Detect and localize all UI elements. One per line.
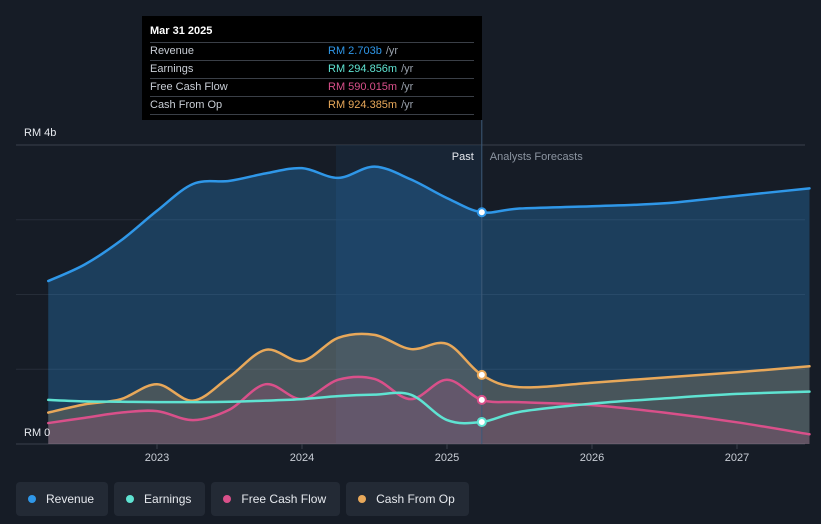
chart-legend: Revenue Earnings Free Cash Flow Cash Fro… (16, 482, 469, 516)
series-lines (47, 165, 811, 436)
tooltip-unit: /yr (401, 99, 414, 111)
tooltip-unit: /yr (401, 81, 414, 93)
data-tooltip: Mar 31 2025 Revenue RM 2.703b /yr Earnin… (142, 16, 482, 120)
x-tick-label-2023: 2023 (145, 452, 169, 464)
tooltip-date: Mar 31 2025 (150, 25, 213, 37)
legend-item-earnings[interactable]: Earnings (114, 482, 206, 516)
tooltip-label: Revenue (150, 45, 195, 57)
series-area-revenue (48, 166, 810, 445)
y-axis-max-label: RM 4b (24, 127, 56, 139)
legend-label: Free Cash Flow (241, 492, 327, 506)
highlight-marker-free-cash-flow (476, 394, 487, 405)
chart-area: RM 4b RM 0 Past Analysts Forecasts 2023 2… (16, 120, 811, 464)
legend-dot-icon (223, 495, 232, 503)
legend-dot-icon (358, 495, 367, 503)
past-region-label: Past (452, 151, 474, 163)
tooltip-row-cash-from-op: Cash From Op RM 924.385m /yr (150, 96, 474, 115)
series-line-earnings (47, 390, 811, 425)
tooltip-row-earnings: Earnings RM 294.856m /yr (150, 60, 474, 78)
x-tick-label-2025: 2025 (435, 452, 459, 464)
y-axis-min-label: RM 0 (24, 427, 50, 439)
x-tick-label-2027: 2027 (725, 452, 749, 464)
x-tick-label-2026: 2026 (580, 452, 604, 464)
series-line-cash-from-op (47, 332, 811, 414)
tooltip-value: RM 590.015m (328, 81, 398, 93)
tooltip-label: Earnings (150, 63, 194, 75)
tooltip-value: RM 2.703b (328, 45, 382, 57)
tooltip-unit: /yr (401, 63, 414, 75)
x-tick-label-2024: 2024 (290, 452, 314, 464)
highlight-marker-cash-from-op (476, 369, 487, 380)
legend-item-free-cash-flow[interactable]: Free Cash Flow (211, 482, 341, 516)
forecast-region-label: Analysts Forecasts (490, 151, 583, 163)
legend-item-revenue[interactable]: Revenue (16, 482, 109, 516)
tooltip-label: Cash From Op (150, 99, 223, 111)
series-line-free-cash-flow (47, 375, 811, 436)
highlight-marker-earnings (476, 416, 487, 427)
tooltip-label: Free Cash Flow (150, 81, 228, 93)
legend-dot-icon (126, 495, 135, 503)
tooltip-row-free-cash-flow: Free Cash Flow RM 590.015m /yr (150, 78, 474, 96)
series-line-revenue (47, 165, 811, 283)
legend-item-cash-from-op[interactable]: Cash From Op (346, 482, 469, 516)
x-axis-ticks: 2023 2024 2025 2026 2027 (145, 444, 749, 464)
highlight-markers (476, 207, 487, 427)
legend-dot-icon (28, 495, 36, 503)
highlight-marker-revenue (476, 207, 487, 218)
legend-label: Cash From Op (376, 492, 455, 506)
series-area-free-cash-flow (48, 376, 810, 444)
tooltip-row-revenue: Revenue RM 2.703b /yr (150, 42, 474, 60)
legend-label: Revenue (46, 492, 95, 506)
tooltip-unit: /yr (385, 45, 399, 57)
tooltip-value: RM 924.385m (328, 99, 398, 111)
legend-label: Earnings (144, 492, 192, 506)
tooltip-value: RM 294.856m (328, 63, 398, 75)
